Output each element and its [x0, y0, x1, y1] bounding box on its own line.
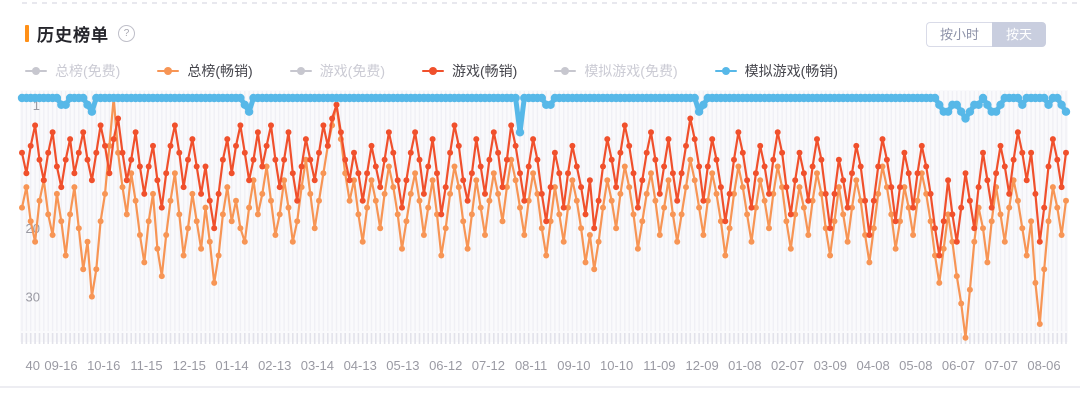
legend-marker-icon: [554, 67, 577, 75]
x-axis-label: 01-14: [215, 358, 248, 373]
x-axis-label: 10-16: [87, 358, 120, 373]
x-axis-label: 03-14: [301, 358, 334, 373]
x-axis-label: 06-07: [942, 358, 975, 373]
x-axis-label: 02-07: [771, 358, 804, 373]
title-accent-bar: [25, 24, 29, 42]
x-axis-label: 03-09: [814, 358, 847, 373]
x-axis-label: 09-16: [44, 358, 77, 373]
legend-label: 模拟游戏(畅销): [744, 63, 838, 79]
page-title: 历史榜单: [37, 25, 109, 45]
x-axis-label: 11-09: [643, 358, 675, 373]
y-axis-label: 40: [26, 358, 40, 373]
header: 历史榜单 ?: [25, 22, 135, 45]
x-axis-label: 09-10: [557, 358, 590, 373]
x-axis-label: 07-07: [985, 358, 1018, 373]
x-axis-label: 07-12: [472, 358, 505, 373]
legend-item-1[interactable]: 总榜(畅销): [157, 61, 253, 81]
series-line-游戏(畅销): [20, 103, 1068, 257]
legend-item-0[interactable]: 总榜(免费): [25, 61, 120, 81]
legend-item-3[interactable]: 游戏(畅销): [421, 61, 518, 81]
legend-label: 模拟游戏(免费): [584, 63, 678, 79]
legend-marker-icon: [714, 67, 737, 75]
legend-marker-icon: [157, 67, 180, 75]
top-dashed-divider: [22, 2, 1080, 4]
legend-item-5[interactable]: 模拟游戏(畅销): [714, 61, 838, 81]
time-granularity-switch: 按小时 按天: [925, 22, 1046, 47]
x-axis-label: 08-11: [515, 358, 547, 373]
by-day-button[interactable]: 按天: [991, 22, 1046, 47]
y-axis-label: 1: [33, 98, 40, 113]
x-axis-label: 11-15: [130, 358, 162, 373]
x-axis-label: 05-13: [386, 358, 419, 373]
y-axis-label: 30: [26, 290, 40, 305]
legend-item-2[interactable]: 游戏(免费): [289, 61, 385, 81]
legend-marker-icon: [289, 67, 312, 75]
help-icon[interactable]: ?: [118, 24, 135, 42]
legend-label: 游戏(畅销): [451, 63, 518, 79]
x-axis-label: 12-09: [685, 358, 718, 373]
legend-marker-icon: [25, 67, 47, 75]
x-axis-label: 06-12: [429, 358, 462, 373]
legend-item-4[interactable]: 模拟游戏(免费): [554, 61, 678, 81]
bottom-divider: [0, 386, 1080, 388]
x-axis-label: 04-08: [856, 358, 889, 373]
legend-label: 总榜(畅销): [187, 63, 253, 79]
x-axis-label: 01-08: [728, 358, 761, 373]
legend-label: 总榜(免费): [55, 63, 121, 79]
x-axis-label: 05-08: [899, 358, 932, 373]
series-line-总榜(畅销): [20, 96, 1068, 339]
legend-label: 游戏(免费): [319, 63, 385, 79]
x-axis-label: 12-15: [173, 358, 206, 373]
x-axis-label: 04-13: [344, 358, 377, 373]
x-axis-label: 02-13: [258, 358, 291, 373]
legend-marker-icon: [421, 67, 444, 75]
chart-legend: 总榜(免费) 总榜(畅销) 游戏(免费) 游戏(畅销) 模拟游戏(免费) 模拟游戏(畅销): [25, 61, 838, 81]
x-axis-label: 08-06: [1027, 358, 1060, 373]
by-hour-button[interactable]: 按小时: [925, 22, 992, 47]
x-axis-label: 10-10: [600, 358, 633, 373]
